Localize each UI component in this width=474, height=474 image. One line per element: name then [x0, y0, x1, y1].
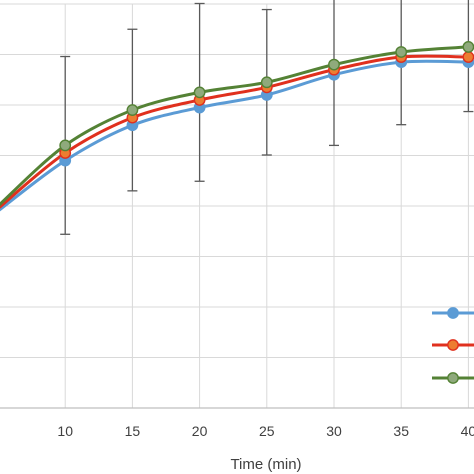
legend-marker-3 — [447, 372, 459, 384]
series-line-2 — [0, 54, 469, 209]
series-3-point — [260, 76, 273, 89]
x-tick-label: 25 — [259, 423, 275, 439]
legend-marker-2 — [447, 339, 459, 351]
legend-marker-1 — [447, 307, 459, 319]
series-2-point — [462, 51, 474, 63]
x-tick-label: 30 — [326, 423, 342, 439]
series-line-layer — [0, 45, 469, 212]
x-tick-layer: 10 15 20 25 30 35 40 — [57, 423, 474, 439]
x-axis-title: Time (min) — [230, 456, 301, 473]
marker-layer — [59, 41, 474, 167]
x-tick-label: 10 — [57, 423, 73, 439]
series-3-point — [395, 46, 408, 58]
x-tick-label: 15 — [125, 423, 141, 439]
legend — [432, 307, 474, 384]
series-3-point — [193, 86, 206, 99]
series-3-point — [462, 41, 474, 53]
series-3-point — [126, 104, 139, 116]
x-tick-label: 20 — [192, 423, 208, 439]
series-line-1 — [0, 59, 469, 212]
series-line-3 — [0, 45, 469, 207]
series-3-point — [328, 58, 340, 71]
x-tick-label: 40 — [461, 423, 474, 439]
x-tick-label: 35 — [393, 423, 409, 439]
series-3-point — [59, 139, 72, 152]
